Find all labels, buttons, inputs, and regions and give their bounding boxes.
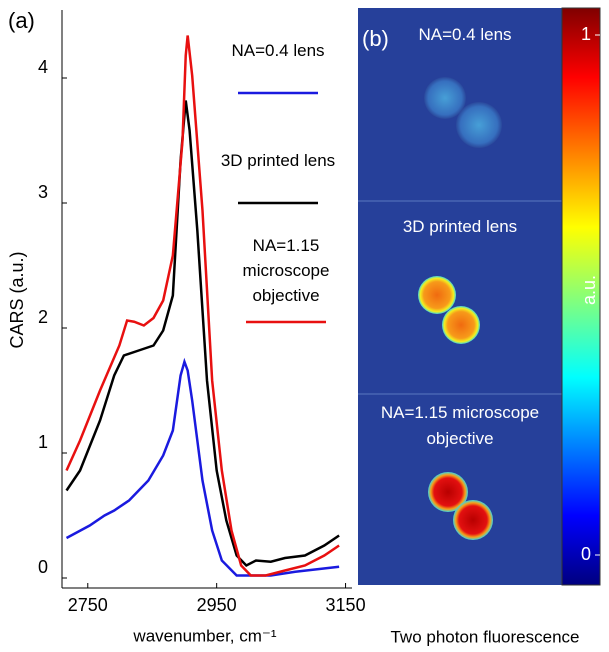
legend-entry: NA=1.15 microscope objective (226, 233, 346, 308)
image-panel (358, 8, 600, 585)
legend-entry: 3D printed lens (218, 148, 338, 173)
y-tick-label: 2 (38, 307, 48, 327)
legend-entry: NA=0.4 lens (218, 38, 338, 63)
x-tick-label: 2950 (197, 595, 237, 615)
colorbar-label: a.u. (579, 275, 599, 305)
x-tick-label: 3150 (326, 595, 366, 615)
particle (453, 500, 493, 540)
y-tick-label: 1 (38, 432, 48, 452)
chart: (a) wavenumber, cm⁻¹ CARS (a.u.) (b) a.u… (0, 0, 609, 652)
figure: (a) wavenumber, cm⁻¹ CARS (a.u.) (b) a.u… (0, 0, 609, 652)
y-tick-label: 4 (38, 57, 48, 77)
y-axis-label: CARS (a.u.) (7, 251, 27, 348)
particle (456, 102, 502, 148)
panel-label: (b) (362, 26, 389, 51)
y-tick-label: 0 (38, 557, 48, 577)
panel-label: (a) (8, 8, 35, 33)
caption: Two photon fluorescence (390, 627, 579, 646)
particle (418, 276, 456, 314)
colorbar-tick-label: 1 (581, 24, 591, 44)
x-tick-label: 2750 (68, 595, 108, 615)
colorbar-tick-label: 0 (581, 544, 591, 564)
panel-title: NA=1.15 microscope objective (358, 400, 562, 452)
particle (442, 306, 480, 344)
y-tick-label: 3 (38, 182, 48, 202)
x-axis-label: wavenumber, cm⁻¹ (132, 626, 276, 645)
panel-title: NA=0.4 lens (400, 22, 530, 48)
panel-title: 3D printed lens (375, 214, 545, 240)
